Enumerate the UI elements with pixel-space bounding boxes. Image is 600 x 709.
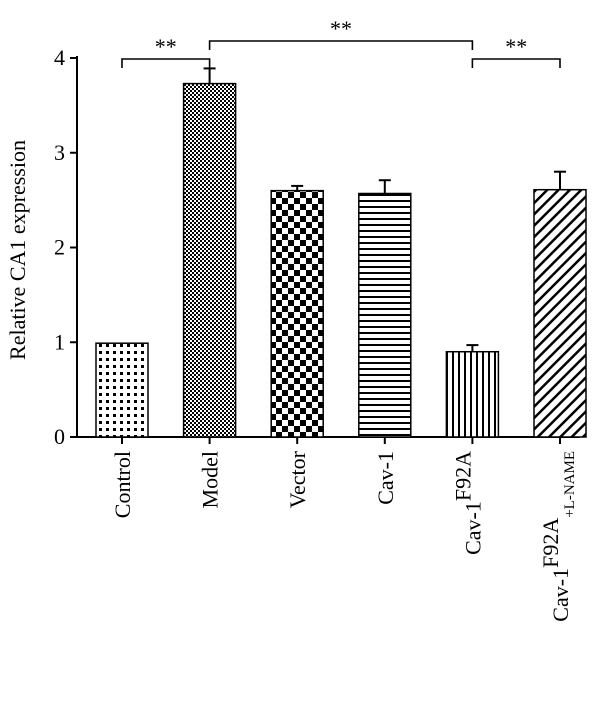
bar xyxy=(95,342,149,438)
x-tick-label-text: Model xyxy=(198,451,223,508)
y-axis-label: Relative CA1 expression xyxy=(5,140,30,360)
significance-label: ** xyxy=(505,34,527,59)
bars-group xyxy=(95,82,587,438)
x-tick-label-text: Cav-1F92A xyxy=(450,451,485,555)
y-tick-label: 1 xyxy=(54,329,65,354)
significance-bracket xyxy=(208,40,474,50)
x-tick-label: Control xyxy=(110,451,135,518)
x-tick-labels: Control Model Vector Cav-1 Cav-1F92A Cav-1F92… xyxy=(110,450,578,621)
error-bars-group xyxy=(203,67,566,352)
x-tick-label: Cav-1 xyxy=(373,451,398,505)
bar xyxy=(533,188,587,438)
significance-label: ** xyxy=(155,34,177,59)
bar xyxy=(270,189,324,438)
bar xyxy=(358,192,412,438)
x-tick-label-text: Cav-1F92A+L-NAME xyxy=(538,451,578,622)
x-tick-label-text: Vector xyxy=(285,450,310,508)
x-tick-label-text: Control xyxy=(110,451,135,518)
bar xyxy=(182,82,237,438)
significance-bracket xyxy=(121,58,211,68)
x-tick-label: Cav-1F92A+L-NAME xyxy=(538,451,578,622)
x-tick-label-text: Cav-1 xyxy=(373,451,398,505)
x-tick-label: Vector xyxy=(285,450,310,508)
y-tick-label: 2 xyxy=(54,235,65,260)
x-tick-label: Model xyxy=(198,451,223,508)
bar xyxy=(445,350,500,438)
significance-label: ** xyxy=(330,16,352,41)
y-tick-label: 3 xyxy=(54,140,65,165)
y-tick-label: 0 xyxy=(54,424,65,449)
x-tick-label: Cav-1F92A xyxy=(450,451,485,555)
significance-group: ** ** ** xyxy=(121,16,561,68)
significance-bracket xyxy=(471,58,561,68)
y-tick-label: 4 xyxy=(54,45,65,70)
